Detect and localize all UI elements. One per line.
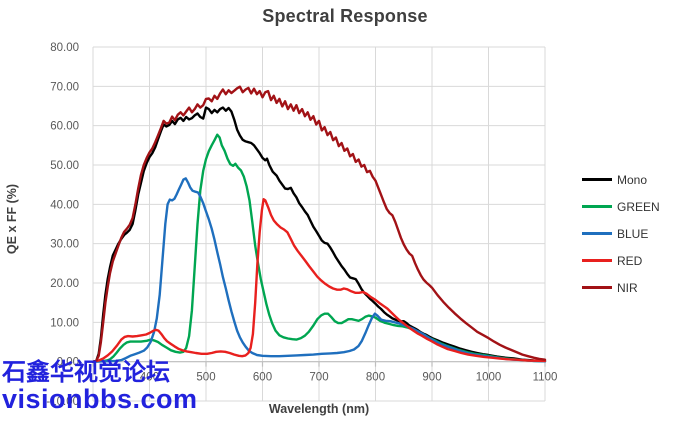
y-axis-title: QE x FF (%) — [5, 183, 19, 255]
legend-label: Mono — [617, 172, 648, 187]
x-tick-label: 700 — [309, 372, 328, 384]
y-tick-label: 60.00 — [50, 121, 79, 133]
legend-label: RED — [617, 253, 643, 268]
legend-swatch-line — [582, 286, 612, 289]
y-tick-label: 80.00 — [50, 42, 79, 54]
y-tick-label: 40.00 — [50, 199, 79, 211]
x-tick-label: 500 — [196, 372, 215, 384]
legend-item-blue: BLUE — [582, 226, 660, 241]
legend-item-red: RED — [582, 253, 660, 268]
x-tick-label: 600 — [253, 372, 272, 384]
legend-swatch-line — [582, 205, 612, 208]
x-tick-label: 1000 — [476, 372, 502, 384]
series-line-nir — [91, 85, 547, 363]
y-tick-label: 30.00 — [50, 239, 79, 251]
x-tick-label: 900 — [422, 372, 441, 384]
series-line-red — [91, 197, 547, 363]
x-tick-label: 400 — [140, 372, 159, 384]
series-line-blue — [91, 177, 547, 363]
legend-item-nir: NIR — [582, 280, 660, 295]
x-tick-label: 1100 — [533, 372, 558, 384]
legend-swatch-line — [582, 232, 612, 235]
y-tick-label: 70.00 — [50, 81, 79, 93]
legend: Mono GREEN BLUE RED NIR — [582, 172, 660, 295]
legend-label: BLUE — [617, 226, 649, 241]
legend-swatch-line — [582, 259, 612, 262]
y-tick-label: 0.00 — [57, 357, 79, 369]
legend-item-mono: Mono — [582, 172, 660, 187]
y-tick-label: -10.00 — [46, 396, 79, 408]
y-tick-label: 20.00 — [50, 278, 79, 290]
legend-label: NIR — [617, 280, 638, 295]
legend-item-green: GREEN — [582, 199, 660, 214]
y-tick-label: 10.00 — [50, 317, 79, 329]
legend-swatch-line — [582, 178, 612, 181]
x-tick-label: 800 — [366, 372, 385, 384]
legend-label: GREEN — [617, 199, 660, 214]
chart-title: Spectral Response — [262, 6, 428, 26]
x-axis-title: Wavelength (nm) — [268, 402, 370, 416]
y-tick-label: 50.00 — [50, 160, 79, 172]
